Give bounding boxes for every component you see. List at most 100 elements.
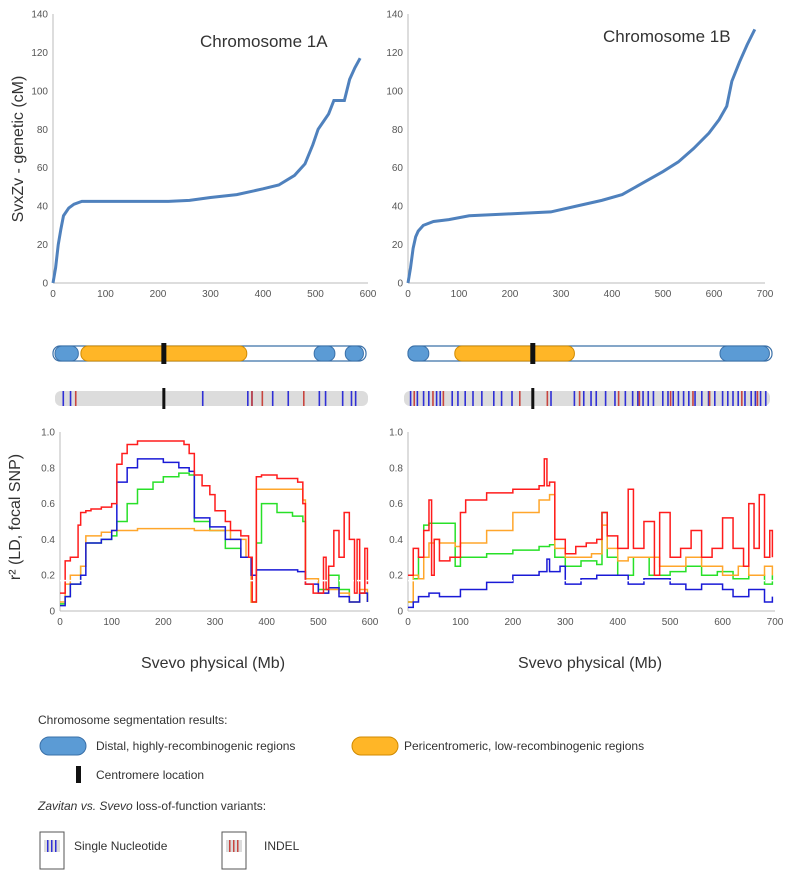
snp-tick: [350, 391, 353, 406]
indel-tick: [692, 391, 694, 406]
legend-snp-tick: [47, 840, 49, 852]
snp-tick: [667, 391, 669, 406]
variant-track-bg-1a: [55, 391, 368, 406]
snp-tick: [614, 391, 616, 406]
panel-1b-genetic: Chromosome 1B 0 100 200 300 400 500 600 700 0 20 4…: [386, 10, 773, 301]
x-tick-label: 500: [655, 289, 672, 300]
legend-pericentro-label: Pericentromeric, low-recombinogenic regi…: [404, 739, 644, 753]
ld-series-green: [408, 511, 774, 603]
x-tick-label: 500: [307, 289, 324, 300]
legend-centromere-label: Centromere location: [96, 768, 204, 782]
distal-region: [313, 345, 336, 362]
distal-region: [344, 345, 364, 362]
snp-tick: [69, 391, 72, 406]
indel-tick: [519, 391, 521, 406]
x-tick-label: 200: [502, 289, 519, 300]
x-tick-label: 0: [405, 289, 411, 300]
indel-tick: [578, 391, 581, 406]
indel-tick: [251, 391, 253, 406]
indel-tick: [546, 391, 549, 406]
snp-tick: [416, 391, 419, 406]
snp-tick: [707, 391, 710, 406]
snp-tick: [662, 391, 664, 406]
y-tick-label: 80: [392, 125, 404, 136]
y-tick-label: 0.4: [41, 535, 55, 546]
indel-tick: [756, 391, 759, 406]
y-tick-label: 60: [37, 163, 49, 174]
y-tick-label: 0.2: [389, 571, 403, 582]
y-tick-label: 0.6: [41, 499, 55, 510]
indel-tick: [638, 391, 641, 406]
snp-tick: [428, 391, 430, 406]
snp-tick: [341, 391, 344, 406]
ld-series-green: [60, 472, 369, 605]
indel-tick: [741, 391, 743, 406]
ticks-1b-genetic: 0 100 200 300 400 500 600 700 0 20 40 60 80 100 120 140: [386, 10, 773, 301]
indel-tick: [432, 391, 434, 406]
snp-tick: [652, 391, 655, 406]
indel-tick: [708, 391, 711, 406]
legend-snp-label: Single Nucleotide: [74, 839, 168, 853]
variant-track-1b: [404, 388, 770, 409]
snp-tick: [481, 391, 483, 406]
y-tick-label: 40: [392, 202, 404, 213]
snp-tick: [271, 391, 274, 406]
legend-lof-title-svevo: Svevo: [99, 799, 133, 813]
snp-tick: [595, 391, 598, 406]
snp-tick: [694, 391, 696, 406]
x-tick-label: 200: [505, 617, 522, 628]
centromere-marker: [161, 343, 167, 364]
y-tick-label: 120: [386, 48, 403, 59]
snp-tick: [435, 391, 438, 406]
ld-series-blue: [60, 458, 369, 607]
segmentation-bar-1a: [52, 343, 367, 364]
x-tick-label: 400: [258, 617, 275, 628]
y-tick-label: 1.0: [389, 428, 403, 439]
ld-series-blue: [408, 558, 774, 609]
legend: Chromosome segmentation results: Distal,…: [37, 713, 644, 870]
legend-distal-swatch: [39, 736, 87, 756]
panel-1b-ld: Svevo physical (Mb) 0 100 200 300 400 500 600 7…: [389, 428, 784, 673]
snp-tick: [750, 391, 752, 406]
snp-tick: [682, 391, 685, 406]
snp-tick: [732, 391, 734, 406]
snp-tick: [573, 391, 576, 406]
panel-1a-genetic: Chromosome 1A SvxZv - genetic (cM) 0 100 2…: [10, 10, 377, 301]
snp-tick: [737, 391, 739, 406]
indel-tick: [74, 391, 77, 406]
y-tick-label: 0.4: [389, 535, 403, 546]
ld-series-red: [408, 458, 774, 576]
indel-tick: [261, 391, 264, 406]
y-tick-label: 100: [31, 86, 48, 97]
x-tick-label: 700: [767, 617, 784, 628]
x-tick-label: 300: [553, 289, 570, 300]
snp-tick: [688, 391, 690, 406]
ticks-1a-genetic: 0 100 200 300 400 500 600 0 20 40 60 80 100 120 140: [31, 10, 376, 301]
snp-tick: [451, 391, 453, 406]
genetic-line-1a: [51, 57, 362, 284]
snp-tick: [631, 391, 634, 406]
x-tick-label: 400: [604, 289, 621, 300]
chart-title-1a: Chromosome 1A: [200, 32, 328, 51]
snp-tick: [422, 391, 425, 406]
snp-tick: [721, 391, 724, 406]
y-tick-label: 140: [31, 10, 48, 21]
y-tick-label: 140: [386, 10, 403, 21]
y-tick-label: 0: [49, 607, 55, 618]
ticks-1b-ld: 0 100 200 300 400 500 600 700 0 0.2 0.4 0.6 0.8 1.0: [389, 428, 784, 629]
pericentromeric-region: [454, 345, 575, 362]
snp-tick: [500, 391, 503, 406]
snp-tick: [62, 391, 65, 406]
legend-indel-tick: [237, 840, 239, 852]
snp-tick: [318, 391, 321, 406]
centromere-marker: [162, 388, 166, 409]
genetic-line-1b: [406, 28, 757, 284]
x-tick-label: 0: [405, 617, 411, 628]
y-tick-label: 20: [37, 240, 49, 251]
legend-distal-label: Distal, highly-recombinogenic regions: [96, 739, 295, 753]
snp-tick: [582, 391, 585, 406]
y-tick-label: 100: [386, 86, 403, 97]
legend-snp-tick: [51, 840, 53, 852]
snp-tick: [727, 391, 729, 406]
